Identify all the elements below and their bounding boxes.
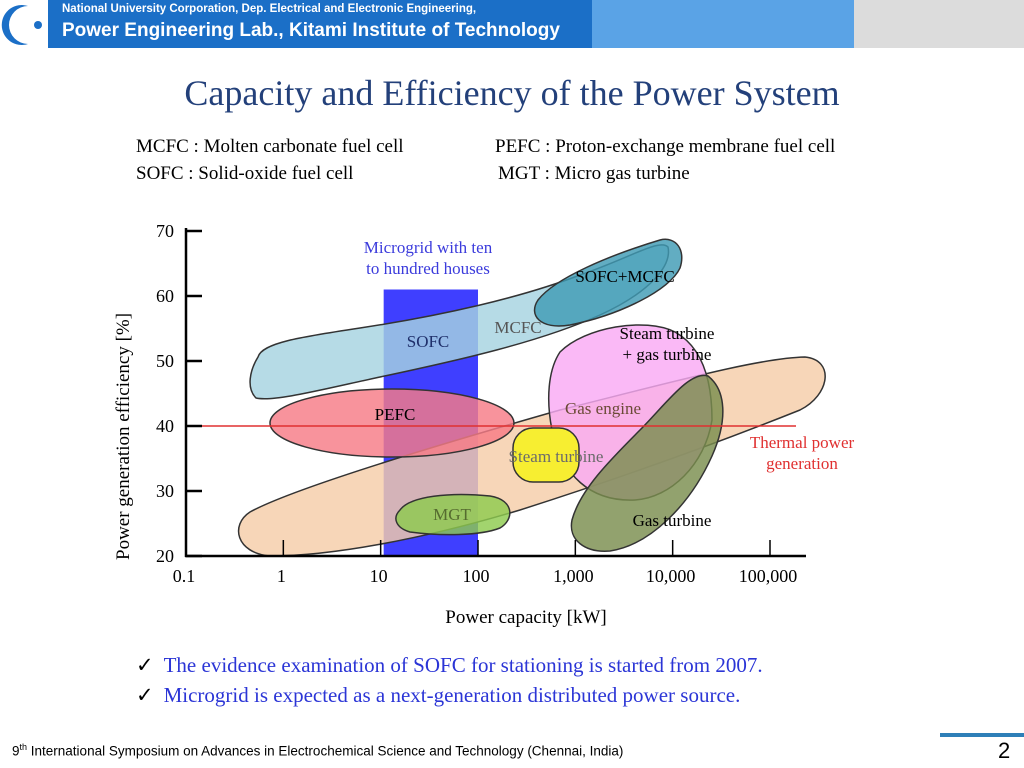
region-pefc (269, 388, 515, 458)
labels-layer: 20 30 40 50 60 70 0.1 1 10 100 1,000 10,000 100,000 P… (156, 221, 854, 628)
header-bar (48, 0, 592, 48)
header-grey-block (854, 0, 1024, 48)
y-tick-label: 40 (156, 416, 174, 436)
slide-title: Capacity and Efficiency of the Power Sys… (184, 73, 840, 113)
region-sofc-mcfc (533, 238, 683, 327)
y-tick-label: 30 (156, 481, 174, 501)
logo (0, 0, 48, 48)
region-label: Steam turbine (509, 447, 604, 466)
region-label: Gas turbine (633, 511, 712, 530)
region-label: PEFC (375, 405, 416, 424)
y-axis-title: Power generation efficiency [%] (113, 312, 134, 560)
page-number: 2 (998, 738, 1011, 763)
header-accent (592, 0, 854, 48)
region-label: SOFC (407, 332, 450, 351)
legend-sofc: SOFC : Solid-oxide fuel cell (136, 163, 354, 184)
footer-ordinal-suffix: th (19, 742, 28, 752)
region-label: Gas engine (565, 399, 641, 418)
region-steam-turbine (512, 427, 580, 483)
x-tick-label: 1 (277, 566, 286, 586)
regions-layer (237, 238, 826, 557)
x-tick-label: 1,000 (553, 566, 594, 586)
bullet-text: The evidence examination of SOFC for sta… (163, 653, 763, 677)
y-tick-label: 20 (156, 546, 174, 566)
crescent-logo-icon (1, 5, 42, 45)
legend-mgt: MGT : Micro gas turbine (498, 163, 690, 184)
x-tick-label: 10,000 (646, 566, 696, 586)
check-mark-icon: ✓ (136, 653, 154, 677)
legend-mcfc: MCFC : Molten carbonate fuel cell (136, 136, 404, 157)
y-tick-label: 60 (156, 286, 174, 306)
region-label: MGT (433, 505, 471, 524)
region-mgt (395, 493, 511, 536)
region-label: Steam turbine + gas turbine (620, 324, 715, 364)
bullet-item: ✓ The evidence examination of SOFC for st… (136, 653, 763, 678)
x-tick-label: 0.1 (173, 566, 196, 586)
footer-ordinal: 9 (12, 743, 20, 759)
check-mark-icon: ✓ (136, 683, 154, 707)
region-label: SOFC+MCFC (575, 267, 674, 286)
microgrid-label: Microgrid with ten to hundred houses (364, 238, 493, 278)
capacity-efficiency-chart: 20 30 40 50 60 70 0.1 1 10 100 1,000 10,000 100,000 P… (156, 221, 854, 628)
thermal-power-label: Thermal power generation (750, 433, 855, 473)
region-label: MCFC (494, 318, 541, 337)
y-tick-label: 50 (156, 351, 174, 371)
header-lab-name: Power Engineering Lab., Kitami Institute… (62, 20, 560, 41)
y-tick-label: 70 (156, 221, 174, 241)
x-axis-title: Power capacity [kW] (445, 607, 606, 628)
slide-header: National University Corporation, Dep. El… (0, 0, 1024, 48)
footer-conference: 9th International Symposium on Advances … (12, 742, 623, 759)
x-tick-label: 100,000 (739, 566, 798, 586)
footer-conference-text: International Symposium on Advances in E… (27, 743, 624, 759)
bullet-item: ✓ Microgrid is expected as a next-generat… (136, 683, 740, 708)
x-tick-label: 10 (370, 566, 388, 586)
bullet-text: Microgrid is expected as a next-generati… (163, 683, 741, 707)
axes-layer (184, 228, 806, 558)
legend-pefc: PEFC : Proton-exchange membrane fuel cel… (495, 136, 836, 157)
x-tick-label: 100 (463, 566, 490, 586)
header-affiliation: National University Corporation, Dep. El… (62, 3, 477, 15)
footer-accent-line (940, 733, 1024, 737)
